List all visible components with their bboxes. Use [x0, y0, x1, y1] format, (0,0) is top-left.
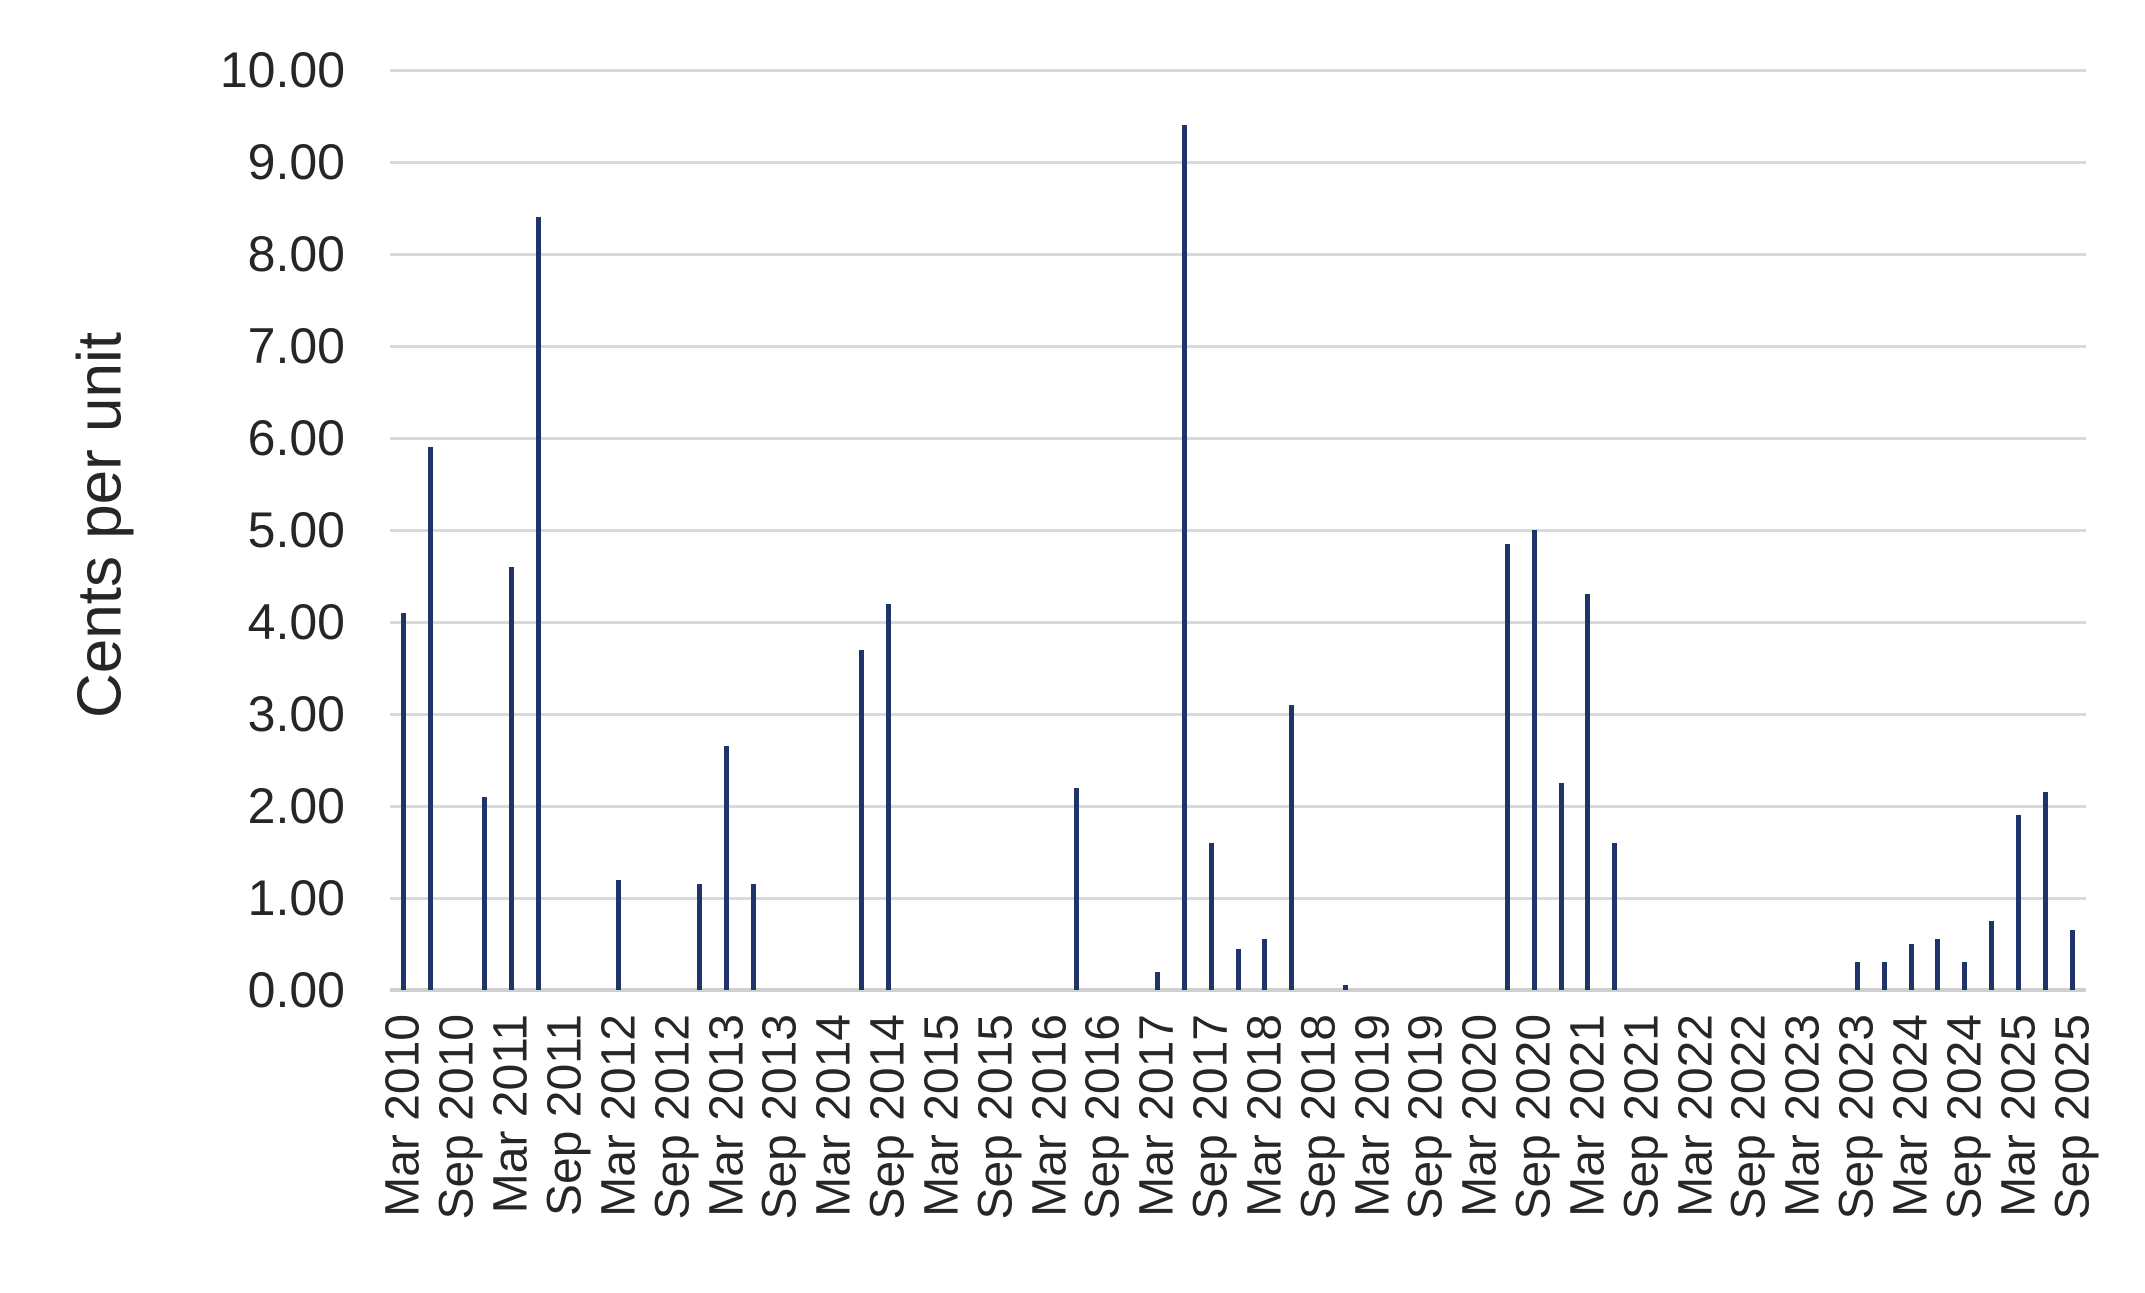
y-tick-label: 2.00	[247, 778, 345, 834]
bar-jun-2017	[1181, 125, 1187, 990]
bar-jun-2021	[1612, 842, 1618, 990]
x-tick-label: Mar 2015	[915, 1014, 969, 1217]
y-tick-label: 9.00	[247, 134, 345, 190]
x-tick-label: Sep 2019	[1399, 1014, 1453, 1220]
gridline	[390, 897, 2086, 900]
x-tick-label: Mar 2018	[1238, 1014, 1292, 1217]
y-tick-label: 0.00	[247, 962, 345, 1018]
x-tick-label: Mar 2019	[1346, 1014, 1400, 1217]
gridline	[390, 161, 2086, 164]
bar-jun-2014	[858, 649, 864, 990]
bar-dec-2018	[1343, 985, 1349, 990]
y-tick-label: 7.00	[247, 318, 345, 374]
gridline	[390, 345, 2086, 348]
x-tick-label: Sep 2011	[538, 1014, 592, 1216]
bar-mar-2025	[2016, 815, 2022, 990]
bar-dec-2017	[1235, 948, 1241, 990]
x-axis-line	[390, 988, 2086, 992]
y-tick-label: 1.00	[247, 870, 345, 926]
x-tick-label: Mar 2010	[376, 1014, 430, 1217]
x-tick-label: Sep 2021	[1615, 1014, 1669, 1220]
gridline	[390, 805, 2086, 808]
bar-dec-2010	[481, 796, 487, 990]
x-tick-label: Sep 2012	[646, 1014, 700, 1220]
bar-mar-2024	[1908, 944, 1914, 990]
x-tick-label: Sep 2014	[861, 1014, 915, 1220]
x-tick-label: Sep 2024	[1938, 1014, 1992, 1220]
bar-dec-2020	[1558, 783, 1564, 990]
x-tick-label: Mar 2017	[1130, 1014, 1184, 1217]
x-tick-label: Mar 2014	[807, 1014, 861, 1217]
bar-sep-2017	[1208, 842, 1214, 990]
bar-jun-2020	[1504, 543, 1510, 990]
y-tick-label: 10.00	[219, 42, 345, 98]
x-tick-label: Sep 2010	[430, 1014, 484, 1220]
x-tick-label: Sep 2018	[1292, 1014, 1346, 1220]
y-tick-label: 6.00	[247, 410, 345, 466]
y-tick-label: 4.00	[247, 594, 345, 650]
x-tick-label: Sep 2015	[969, 1014, 1023, 1220]
x-tick-label: Mar 2011	[484, 1014, 538, 1214]
x-tick-label: Sep 2020	[1507, 1014, 1561, 1220]
y-tick-label: 8.00	[247, 226, 345, 282]
x-tick-label: Mar 2012	[592, 1014, 646, 1217]
bar-sep-2020	[1531, 530, 1537, 990]
bar-dec-2024	[1989, 921, 1995, 990]
bar-jun-2010	[427, 447, 433, 990]
x-tick-label: Mar 2013	[700, 1014, 753, 1217]
x-tick-label: Mar 2016	[1023, 1014, 1077, 1217]
y-tick-label: 5.00	[247, 502, 345, 558]
bar-sep-2025	[2070, 930, 2076, 990]
x-tick-label: Mar 2020	[1453, 1014, 1507, 1217]
x-tick-label: Sep 2023	[1830, 1014, 1884, 1220]
bar-jun-2011	[535, 217, 541, 990]
x-tick-label: Sep 2022	[1722, 1014, 1776, 1220]
x-tick-label: Sep 2017	[1184, 1014, 1238, 1220]
x-tick-label: Sep 2016	[1076, 1014, 1130, 1220]
bar-sep-2023	[1854, 962, 1860, 990]
bar-sep-2024	[1962, 962, 1968, 990]
bar-mar-2018	[1262, 939, 1268, 990]
bar-dec-2012	[697, 884, 703, 990]
gridline	[390, 69, 2086, 72]
bar-jun-2024	[1935, 939, 1941, 990]
x-tick-label: Sep 2013	[753, 1014, 807, 1220]
gridline	[390, 621, 2086, 624]
gridline	[390, 437, 2086, 440]
gridline	[390, 713, 2086, 716]
x-tick-label: Mar 2023	[1776, 1014, 1830, 1217]
bar-mar-2012	[616, 879, 622, 990]
x-tick-label: Mar 2022	[1669, 1014, 1723, 1217]
x-tick-label: Mar 2024	[1884, 1014, 1938, 1217]
gridline	[390, 529, 2086, 532]
y-axis-title: Cents per unit	[65, 332, 135, 718]
bar-sep-2014	[885, 603, 891, 990]
bar-jun-2016	[1073, 787, 1079, 990]
bar-mar-2017	[1154, 971, 1160, 990]
gridline	[390, 253, 2086, 256]
bar-jun-2025	[2043, 792, 2049, 990]
bar-dec-2023	[1881, 962, 1887, 990]
bar-mar-2013	[724, 746, 729, 990]
bar-jun-2018	[1289, 704, 1295, 990]
x-tick-label: Mar 2021	[1561, 1014, 1615, 1217]
y-tick-label: 3.00	[247, 686, 345, 742]
bar-mar-2011	[508, 566, 514, 990]
bar-jun-2013	[750, 884, 756, 990]
bar-mar-2021	[1585, 594, 1591, 990]
x-tick-label: Sep 2025	[2046, 1014, 2100, 1220]
bar-mar-2010	[400, 612, 406, 990]
x-tick-label: Mar 2025	[1992, 1014, 2046, 1217]
